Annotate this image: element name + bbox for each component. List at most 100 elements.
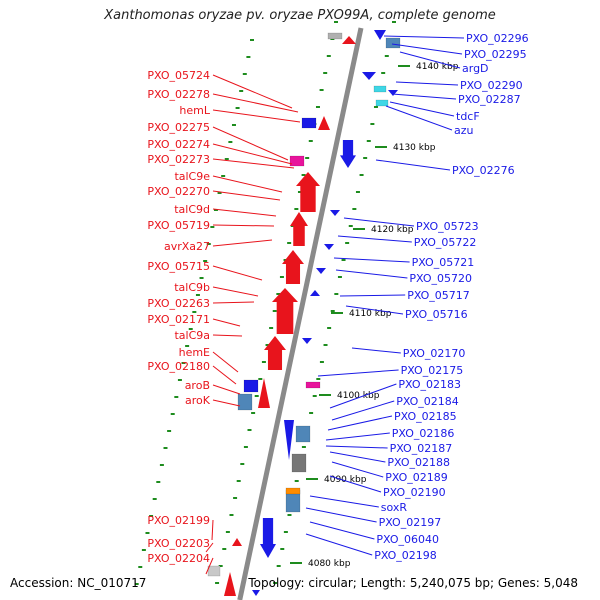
label-leader-line	[212, 384, 241, 395]
scale-tick-label: 4100 kbp	[337, 391, 380, 401]
gene-label: PXO_02184	[396, 395, 459, 408]
scale-tick-label: 4140 kbp	[416, 62, 459, 72]
label-leader-line	[211, 519, 214, 541]
label-leader-line	[335, 269, 408, 279]
gene-feature	[258, 378, 270, 408]
label-leader-line	[212, 208, 277, 217]
gene-feature	[324, 244, 334, 250]
label-leader-line	[385, 105, 453, 131]
gene-label: hemL	[179, 104, 210, 117]
label-leader-line	[212, 265, 263, 281]
label-leader-layer	[205, 35, 465, 575]
label-leader-line	[317, 369, 399, 377]
label-leader-line	[329, 451, 386, 463]
gene-label: PXO_02270	[147, 185, 210, 198]
label-leader-line	[331, 461, 384, 478]
gene-label: tdcF	[456, 110, 480, 123]
gene-label: PXO_05717	[407, 289, 470, 302]
gene-label: PXO_02275	[147, 121, 210, 134]
gene-label: PXO_02180	[147, 360, 210, 373]
gene-feature	[318, 116, 330, 130]
label-leader-line	[205, 542, 214, 553]
gene-feature	[373, 85, 387, 93]
label-leader-line	[212, 109, 301, 123]
label-leader-line	[327, 415, 393, 431]
gene-label: PXO_02189	[385, 471, 448, 484]
label-leader-line	[383, 35, 465, 39]
gene-feature	[340, 140, 356, 168]
label-leader-line	[345, 305, 404, 315]
gene-label: PXO_05720	[409, 272, 472, 285]
gene-label: PXO_02170	[403, 347, 466, 360]
label-leader-line	[399, 51, 461, 69]
backbone-layer	[237, 27, 364, 600]
gene-label: PXO_05721	[412, 256, 475, 269]
gene-label: aroK	[185, 394, 211, 407]
genome-backbone	[237, 27, 364, 600]
label-leader-line	[212, 224, 275, 227]
label-leader-line	[212, 399, 241, 407]
gene-label: PXO_02175	[401, 364, 464, 377]
label-leader-line	[325, 432, 390, 441]
gene-label: talC9e	[174, 170, 210, 183]
label-leader-line	[212, 365, 237, 385]
gene-feature	[301, 117, 317, 129]
gene-label: PXO_02204	[147, 552, 210, 565]
gene-feature	[260, 518, 276, 558]
label-leader-line	[391, 93, 457, 100]
label-leader-line	[212, 334, 243, 337]
gene-feature	[290, 212, 308, 246]
gene-feature	[342, 36, 356, 44]
gene-feature	[232, 538, 242, 546]
gene-feature	[207, 565, 221, 577]
label-leader-line	[331, 400, 395, 421]
label-leader-line	[212, 74, 293, 109]
gene-label: PXO_02274	[147, 138, 210, 151]
label-leader-line	[375, 159, 451, 171]
gene-feature	[388, 90, 398, 96]
gene-feature	[362, 72, 376, 80]
label-leader-line	[389, 101, 455, 117]
gene-label: azu	[454, 124, 474, 137]
gene-feature	[310, 290, 320, 296]
gene-feature	[264, 336, 286, 370]
gene-label: PXO_02190	[383, 486, 446, 499]
gene-label: PXO_02296	[466, 32, 529, 45]
gene-label: PXO_05715	[147, 260, 210, 273]
label-leader-line	[212, 175, 283, 193]
gene-label: PXO_06040	[376, 533, 439, 546]
label-leader-line	[305, 533, 373, 556]
gene-feature	[302, 338, 312, 344]
gene-label: PXO_05722	[414, 236, 477, 249]
gene-layer	[207, 30, 401, 596]
label-leader-line	[212, 93, 299, 113]
gene-label: PXO_02276	[452, 164, 515, 177]
gene-label: hemE	[179, 346, 210, 359]
gene-label: PXO_02199	[147, 514, 210, 527]
gene-label: PXO_02203	[147, 537, 210, 550]
label-leader-line	[212, 190, 281, 201]
label-leader-line	[351, 347, 401, 354]
gene-label: PXO_02187	[390, 442, 453, 455]
gene-label: avrXa27	[164, 240, 210, 253]
label-leader-line	[329, 383, 397, 409]
gene-label: aroB	[185, 379, 210, 392]
scale-tick-label: 4130 kbp	[393, 143, 436, 153]
label-leader-line	[337, 235, 412, 243]
genome-summary-text: Topology: circular; Length: 5,240,075 bp…	[248, 576, 578, 590]
gene-label: PXO_02287	[458, 93, 521, 106]
label-leader-line	[309, 495, 379, 508]
gene-label: PXO_02273	[147, 153, 210, 166]
map-title: Xanthomonas oryzae pv. oryzae PXO99A, co…	[104, 8, 496, 23]
label-leader-line	[212, 239, 273, 247]
gene-label: PXO_02263	[147, 297, 210, 310]
scale-tick-label: 4090 kbp	[324, 475, 367, 485]
label-leader-line	[329, 475, 382, 493]
label-leader-line	[212, 301, 255, 304]
gene-label: soxR	[381, 501, 408, 514]
gene-feature	[305, 381, 321, 389]
gene-feature	[272, 288, 298, 334]
gene-label: PXO_02278	[147, 88, 210, 101]
label-leader-line	[212, 126, 289, 161]
